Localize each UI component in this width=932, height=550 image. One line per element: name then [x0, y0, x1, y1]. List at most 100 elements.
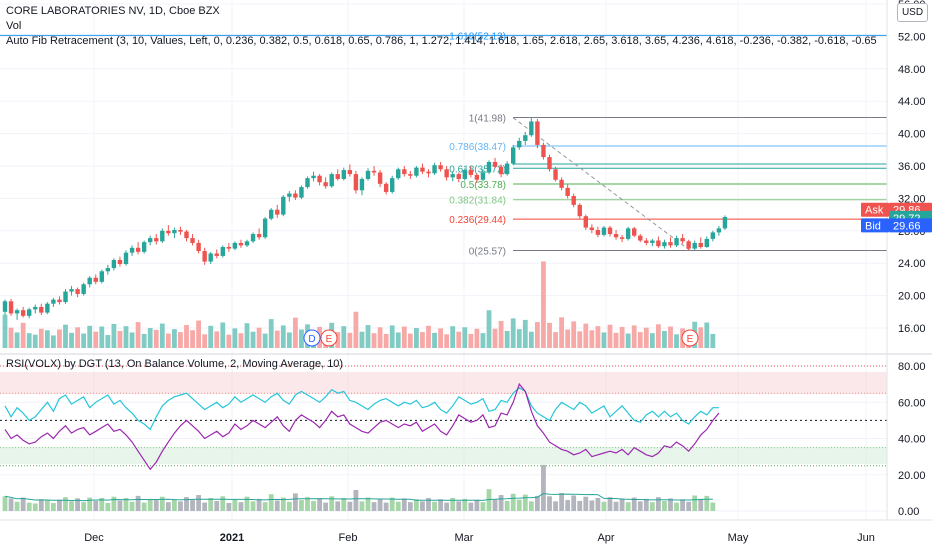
volume-bar	[571, 321, 577, 348]
candle-body	[311, 175, 316, 179]
candle-body	[81, 284, 86, 294]
vol-legend[interactable]: Vol	[6, 20, 22, 32]
rsi-volume-bar	[468, 502, 474, 511]
rsi-volume-bar	[613, 501, 619, 511]
rsi-volume-bar	[75, 498, 80, 511]
rsi-volume-bar	[329, 496, 335, 511]
candle-body	[45, 303, 50, 313]
rsi-volume-bar	[69, 501, 74, 511]
candle-body	[535, 121, 540, 145]
price-tick: 44.00	[898, 96, 926, 108]
rsi-volume-bar	[111, 496, 117, 511]
rsi-volume-bar	[44, 500, 50, 511]
candle-body	[20, 310, 26, 316]
candle-body	[619, 237, 625, 239]
time-label: Dec	[84, 532, 104, 544]
candle-body	[27, 309, 32, 316]
candle-body	[583, 216, 588, 228]
rsi-volume-bar	[680, 499, 685, 511]
rsi-volume-bar	[522, 494, 528, 511]
volume-bar	[129, 332, 135, 348]
candle-body	[402, 169, 407, 175]
volume-bar	[613, 332, 619, 348]
candle-body	[208, 253, 213, 262]
rsi-volume-bar	[426, 497, 431, 511]
fib-label-0.786: 0.786(38.47)	[449, 142, 506, 153]
candle-body	[135, 247, 141, 252]
volume-bar	[498, 320, 504, 348]
rsi-axis[interactable]: 80.00 60.00 40.00 20.00 0.00	[898, 361, 926, 518]
candle-body	[87, 277, 92, 285]
rsi-volume-bar	[637, 501, 643, 511]
rsi-volume-bar	[262, 502, 268, 511]
candle-body	[178, 229, 183, 232]
volume-bar	[20, 322, 26, 348]
candle-body	[365, 170, 371, 179]
time-axis[interactable]: Dec 2021 Feb Mar Apr May Jun	[84, 532, 875, 544]
symbol-legend[interactable]: CORE LABORATORIES NV, 1D, Cboe BZX	[6, 5, 220, 17]
rsi-volume-bar	[256, 498, 262, 511]
volume-bar	[595, 326, 601, 348]
price-axis[interactable]: 56.0052.0048.0044.0040.0036.0032.0028.00…	[898, 0, 926, 335]
candle-body	[238, 242, 244, 246]
currency-button[interactable]: USD	[897, 3, 928, 22]
volume-bar	[522, 319, 528, 348]
bid-label: Bid	[865, 220, 881, 232]
volume-bar	[468, 333, 474, 348]
volume-bar	[589, 330, 595, 348]
volume-bar	[426, 325, 431, 348]
volume-bar	[492, 328, 498, 348]
volume-bar	[583, 323, 589, 348]
candle-body	[396, 169, 401, 179]
volume-bar	[75, 327, 80, 348]
volume-bar	[38, 328, 44, 348]
volume-bar	[2, 314, 8, 348]
rsi-volume-bar	[123, 497, 129, 511]
rsi-pane	[0, 365, 887, 511]
fib-legend[interactable]: Auto Fib Retracement (3, 10, Values, Lef…	[6, 35, 877, 47]
price-tick: 36.00	[898, 161, 926, 173]
rsi-volume-bar	[583, 496, 589, 511]
rsi-volume-bar	[492, 499, 498, 511]
candle-body	[226, 247, 232, 249]
volume-bar	[202, 334, 208, 348]
rsi-tick: 40.00	[898, 434, 926, 446]
candle-body	[353, 174, 359, 191]
rsi-volume-bar	[444, 502, 450, 511]
fib-label-0: 0(25.57)	[469, 246, 506, 257]
volume-bar	[232, 328, 238, 348]
volume-bar	[432, 332, 437, 348]
volume-bar	[299, 329, 304, 348]
volume-bar	[547, 322, 552, 348]
candle-body	[704, 238, 709, 247]
volume-bar	[347, 332, 353, 348]
volume-bar	[238, 333, 244, 348]
rsi-volume-bar	[26, 502, 32, 511]
volume-bar	[262, 333, 268, 348]
candle-body	[287, 193, 292, 197]
candle-body	[196, 242, 201, 252]
volume-bar	[698, 327, 704, 348]
rsi-legend[interactable]: RSI(VOLX) by DGT (13, On Balance Volume,…	[6, 358, 344, 370]
rsi-volume-bar	[559, 492, 564, 511]
rsi-volume-bar	[8, 498, 14, 511]
candle-body	[232, 242, 238, 249]
fib-levels: 1.618(52.13) 1(41.98) 0.786(38.47) 0.618(35…	[0, 31, 887, 257]
volume-bar	[395, 332, 401, 348]
rsi-volume-bar	[589, 500, 595, 511]
rsi-volume-bar	[250, 501, 256, 511]
volume-bar	[286, 332, 292, 348]
rsi-volume-bar	[323, 502, 329, 511]
candle-body	[359, 178, 365, 191]
volume-bar	[619, 326, 625, 348]
rsi-volume-bar	[662, 500, 667, 511]
rsi-volume-bar	[577, 500, 583, 511]
candle-body	[480, 172, 486, 180]
volume-bar	[462, 327, 468, 348]
fib-label-0.5: 0.5(33.78)	[460, 180, 506, 191]
candle-body	[377, 172, 383, 184]
volume-bar	[528, 331, 534, 348]
volume-bar	[401, 326, 407, 348]
